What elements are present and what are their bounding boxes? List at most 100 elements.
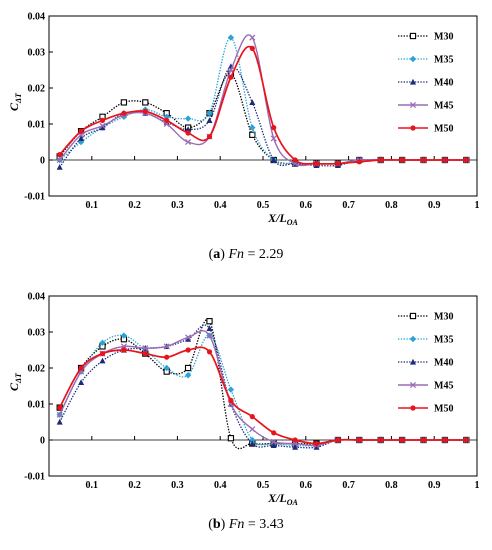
legend-label: M50 xyxy=(434,124,453,135)
data-point xyxy=(77,138,85,146)
data-point xyxy=(420,437,427,443)
data-point xyxy=(271,125,277,131)
x-tick-label: 0.8 xyxy=(385,480,398,491)
data-point xyxy=(99,339,106,346)
y-tick-label: -0.01 xyxy=(24,192,45,203)
legend-label: M35 xyxy=(434,335,453,346)
series-m30 xyxy=(56,318,470,450)
data-point xyxy=(99,122,106,129)
panel-caption: (b) Fn = 3.43 xyxy=(208,517,284,532)
y-tick-label: 0.02 xyxy=(28,84,46,95)
data-point xyxy=(313,441,320,447)
series-line xyxy=(58,346,467,445)
data-point xyxy=(185,126,192,132)
data-point xyxy=(270,442,277,448)
data-point xyxy=(356,437,362,443)
x-tick-label: 0.3 xyxy=(171,480,184,491)
data-point xyxy=(120,99,128,106)
series-m50 xyxy=(57,45,469,167)
legend-label: M50 xyxy=(434,404,453,415)
data-point xyxy=(99,117,106,123)
legend-marker xyxy=(410,125,416,131)
panel-caption: (a) Fn = 2.29 xyxy=(209,247,284,262)
data-point xyxy=(57,152,63,158)
series-line xyxy=(59,330,467,447)
legend-marker xyxy=(410,405,416,411)
x-tick-label: 0.7 xyxy=(342,200,355,211)
series-line xyxy=(59,318,467,450)
y-axis-label: CΔT xyxy=(7,372,23,391)
x-tick-label: 1 xyxy=(475,200,480,211)
data-point xyxy=(185,138,192,146)
data-point xyxy=(57,405,63,411)
series-line xyxy=(59,45,467,165)
data-point xyxy=(399,437,405,443)
data-point xyxy=(378,157,384,163)
legend-marker xyxy=(410,78,416,85)
legend-label: M45 xyxy=(434,101,453,112)
data-point xyxy=(335,161,341,167)
legend-label: M30 xyxy=(434,32,453,43)
legend-label: M40 xyxy=(434,78,453,89)
data-point xyxy=(185,347,191,353)
legend-label: M40 xyxy=(434,358,453,369)
legend-marker xyxy=(409,55,417,63)
x-tick-label: 0.5 xyxy=(257,480,270,491)
data-point xyxy=(56,156,63,164)
data-point xyxy=(184,115,192,122)
data-point xyxy=(163,343,170,350)
legend-marker xyxy=(409,335,417,343)
data-point xyxy=(78,379,85,385)
data-point xyxy=(184,372,192,379)
data-point xyxy=(249,426,256,433)
data-point xyxy=(206,325,213,331)
y-axis-label: CΔT xyxy=(7,92,23,111)
data-point xyxy=(249,414,255,420)
y-tick-label: 0 xyxy=(40,156,45,167)
data-point xyxy=(185,130,191,136)
data-point xyxy=(99,124,106,131)
x-tick-label: 0.6 xyxy=(300,480,313,491)
data-point xyxy=(270,156,277,163)
y-tick-label: 0.02 xyxy=(28,364,46,375)
data-point xyxy=(420,157,427,163)
data-point xyxy=(163,364,170,372)
data-point xyxy=(99,351,106,357)
x-tick-label: 0.3 xyxy=(171,200,184,211)
data-point xyxy=(78,128,84,134)
data-point xyxy=(313,161,320,167)
data-point xyxy=(463,157,469,163)
data-point xyxy=(227,435,235,442)
series-line xyxy=(59,324,467,449)
data-point xyxy=(271,430,277,436)
data-point xyxy=(185,336,192,342)
data-point xyxy=(56,411,63,418)
data-point xyxy=(249,124,256,131)
x-tick-label: 1 xyxy=(475,480,480,491)
data-point xyxy=(78,135,85,141)
data-point xyxy=(121,347,127,353)
data-point xyxy=(206,117,213,123)
data-point xyxy=(206,318,213,325)
data-point xyxy=(356,159,362,165)
x-tick-label: 0.7 xyxy=(342,480,355,491)
series-m45 xyxy=(56,330,470,449)
series-line xyxy=(59,334,467,447)
legend-label: M45 xyxy=(434,381,453,392)
data-point xyxy=(442,437,448,443)
legend-marker xyxy=(409,32,417,40)
data-point xyxy=(56,418,63,425)
x-tick-label: 0.4 xyxy=(214,480,227,491)
series-line xyxy=(59,34,467,167)
data-point xyxy=(270,438,277,445)
x-tick-label: 0.6 xyxy=(300,200,313,211)
x-tick-label: 0.8 xyxy=(385,200,398,211)
series-m35 xyxy=(56,34,470,167)
y-tick-label: 0.03 xyxy=(28,328,46,339)
data-point xyxy=(78,365,84,371)
data-point xyxy=(206,332,213,339)
y-tick-label: 0.04 xyxy=(28,12,46,23)
x-tick-label: 0.4 xyxy=(214,200,227,211)
data-point xyxy=(142,99,149,106)
